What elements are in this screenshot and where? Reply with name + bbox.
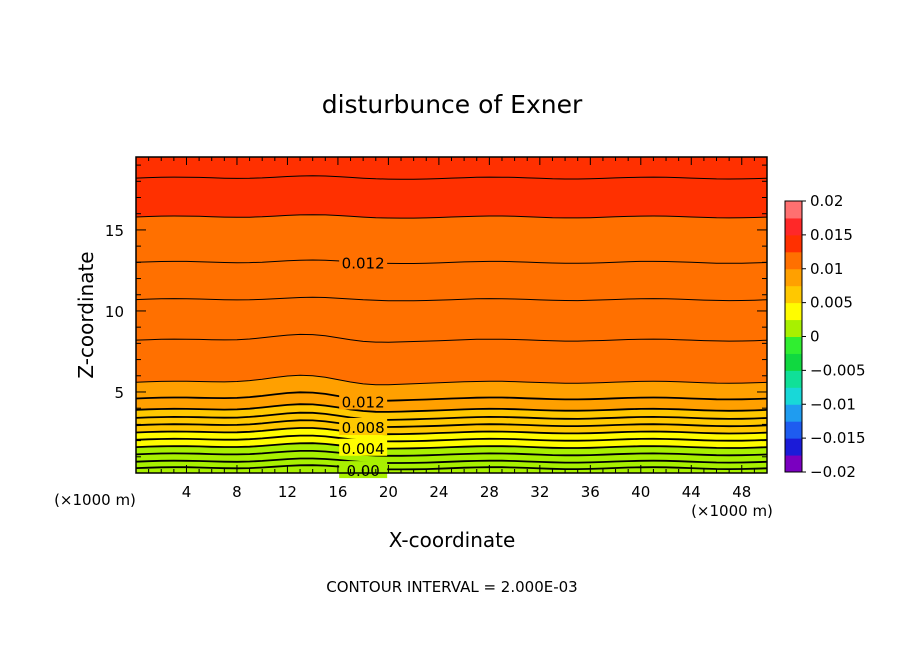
colorbar-tick-label: 0.01: [810, 260, 843, 278]
colorbar: [784, 200, 803, 473]
contour-label-3: 0.012: [342, 393, 385, 411]
contour-line-15: [135, 175, 768, 180]
x-unit-right: (×1000 m): [691, 502, 773, 520]
contour-line-7: [135, 411, 768, 421]
y-axis-label: Z-coordinate: [74, 251, 98, 378]
x-tick-label: 8: [232, 483, 242, 501]
x-tick-label: 16: [328, 483, 347, 501]
x-tick-label: 20: [379, 483, 398, 501]
x-tick-label: 40: [631, 483, 650, 501]
colorbar-tick-label: 0.005: [810, 294, 853, 312]
x-tick-label: 44: [682, 483, 701, 501]
contour-label-2: 0.008: [342, 419, 385, 437]
colorbar-swatch: [785, 251, 802, 270]
contour-line-8: [135, 403, 768, 413]
contour-line-2: [135, 450, 768, 457]
contour-line-3: [135, 442, 768, 450]
contour-line-9: [135, 391, 768, 402]
colorbar-tick-label: 0.015: [810, 226, 853, 244]
colorbar-swatch: [785, 302, 802, 321]
contour-label-bg-1: [339, 438, 388, 456]
colorbar-tick-label: −0.02: [810, 463, 856, 481]
contour-line-5: [135, 427, 768, 436]
colorbar-tick-label: −0.005: [810, 361, 866, 379]
contour-label-bg-4: [339, 253, 388, 271]
colorbar-swatch: [785, 404, 802, 422]
colorbar-swatch: [785, 387, 802, 405]
colorbar-swatch: [785, 353, 802, 371]
contour-line-0: [135, 464, 768, 471]
contour-line-14: [135, 214, 768, 219]
colorbar-swatch: [785, 201, 802, 219]
y-tick-label: 5: [114, 384, 124, 402]
axis-ticks: [136, 157, 768, 473]
contour-line-6: [135, 419, 768, 428]
contour-line-4: [135, 434, 768, 443]
x-tick-label: 28: [480, 483, 499, 501]
contour-line-13: [135, 259, 768, 264]
contour-line-12: [135, 296, 768, 302]
x-tick-label: 12: [278, 483, 297, 501]
contour-label-bg-2: [339, 417, 388, 435]
x-tick-label: 24: [429, 483, 448, 501]
colorbar-swatch: [785, 421, 802, 439]
colorbar-tick-label: 0: [810, 328, 820, 346]
colorbar-labels: 0.02 0.015 0.01 0.005 0 −0.005 −0.01 −0.015 −0.0…: [802, 192, 866, 481]
contour-label-1: 0.004: [342, 440, 385, 458]
colorbar-swatch: [785, 336, 802, 354]
contour-interval-note: CONTOUR INTERVAL = 2.000E-03: [326, 578, 577, 596]
x-tick-label: 32: [530, 483, 549, 501]
contour-line-1: [135, 457, 768, 464]
contour-lines: [135, 175, 768, 471]
y-tick-label: 15: [105, 222, 124, 240]
x-tick-labels: 4 8 12 16 20 24 28 32 36 40 44 48: [182, 483, 752, 501]
colorbar-swatch: [785, 285, 802, 304]
contour-line-10: [135, 374, 768, 386]
y-tick-labels: 5 10 15: [105, 222, 124, 402]
colorbar-tick-label: −0.015: [810, 429, 866, 447]
chart-title: disturbunce of Exner: [322, 90, 583, 119]
x-axis-label: X-coordinate: [389, 528, 516, 552]
x-tick-label: 48: [732, 483, 751, 501]
contour-label-4: 0.012: [342, 254, 385, 272]
contour-label-bg-3: [339, 392, 388, 410]
x-unit-left: (×1000 m): [54, 491, 136, 509]
colorbar-swatch: [785, 319, 802, 337]
colorbar-swatch: [785, 268, 802, 287]
contour-band-15: [136, 157, 767, 180]
x-tick-label: 36: [581, 483, 600, 501]
colorbar-swatch: [785, 370, 802, 388]
colorbar-tick-label: 0.02: [810, 192, 843, 210]
x-tick-label: 4: [182, 483, 192, 501]
colorbar-swatch: [785, 234, 802, 253]
y-tick-label: 10: [105, 303, 124, 321]
colorbar-tick-label: −0.01: [810, 395, 856, 413]
contour-fill: [136, 157, 767, 473]
colorbar-swatch: [785, 217, 802, 236]
colorbar-swatch: [785, 455, 802, 473]
colorbar-swatch: [785, 438, 802, 456]
contour-line-11: [135, 333, 768, 343]
